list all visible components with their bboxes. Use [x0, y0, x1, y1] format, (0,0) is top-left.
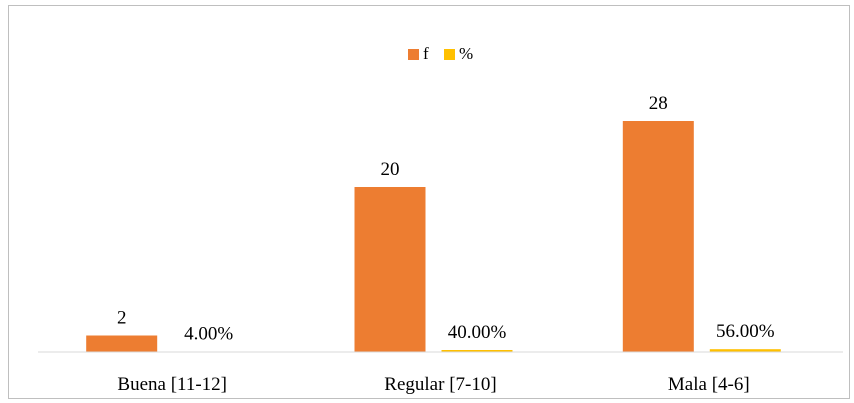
legend-label-f: f [423, 44, 429, 63]
bar-percent-mala-4-6 [709, 349, 781, 352]
data-label-f-regular-7-10: 20 [381, 159, 400, 180]
data-label-f-buena-11-12: 2 [117, 308, 127, 329]
data-label-percent-mala-4-6: 56.00% [716, 321, 775, 342]
bar-percent-regular-7-10 [441, 350, 513, 352]
bar-f-regular-7-10 [354, 187, 426, 352]
data-label-percent-regular-7-10: 40.00% [448, 322, 507, 343]
bar-f-mala-4-6 [622, 121, 694, 352]
data-label-f-mala-4-6: 28 [649, 93, 668, 114]
x-tick-label-regular-7-10: Regular [7-10] [384, 374, 496, 395]
x-tick-label-buena-11-12: Buena [11-12] [117, 374, 227, 395]
bar-f-buena-11-12 [86, 335, 158, 352]
x-tick-label-mala-4-6: Mala [4-6] [668, 374, 750, 395]
legend-swatch-f [408, 49, 419, 60]
data-label-percent-buena-11-12: 4.00% [184, 324, 233, 345]
chart-frame [8, 5, 850, 399]
chart-legend: f % [408, 44, 473, 63]
legend-label-percent: % [459, 44, 473, 63]
legend-swatch-percent [444, 49, 455, 60]
